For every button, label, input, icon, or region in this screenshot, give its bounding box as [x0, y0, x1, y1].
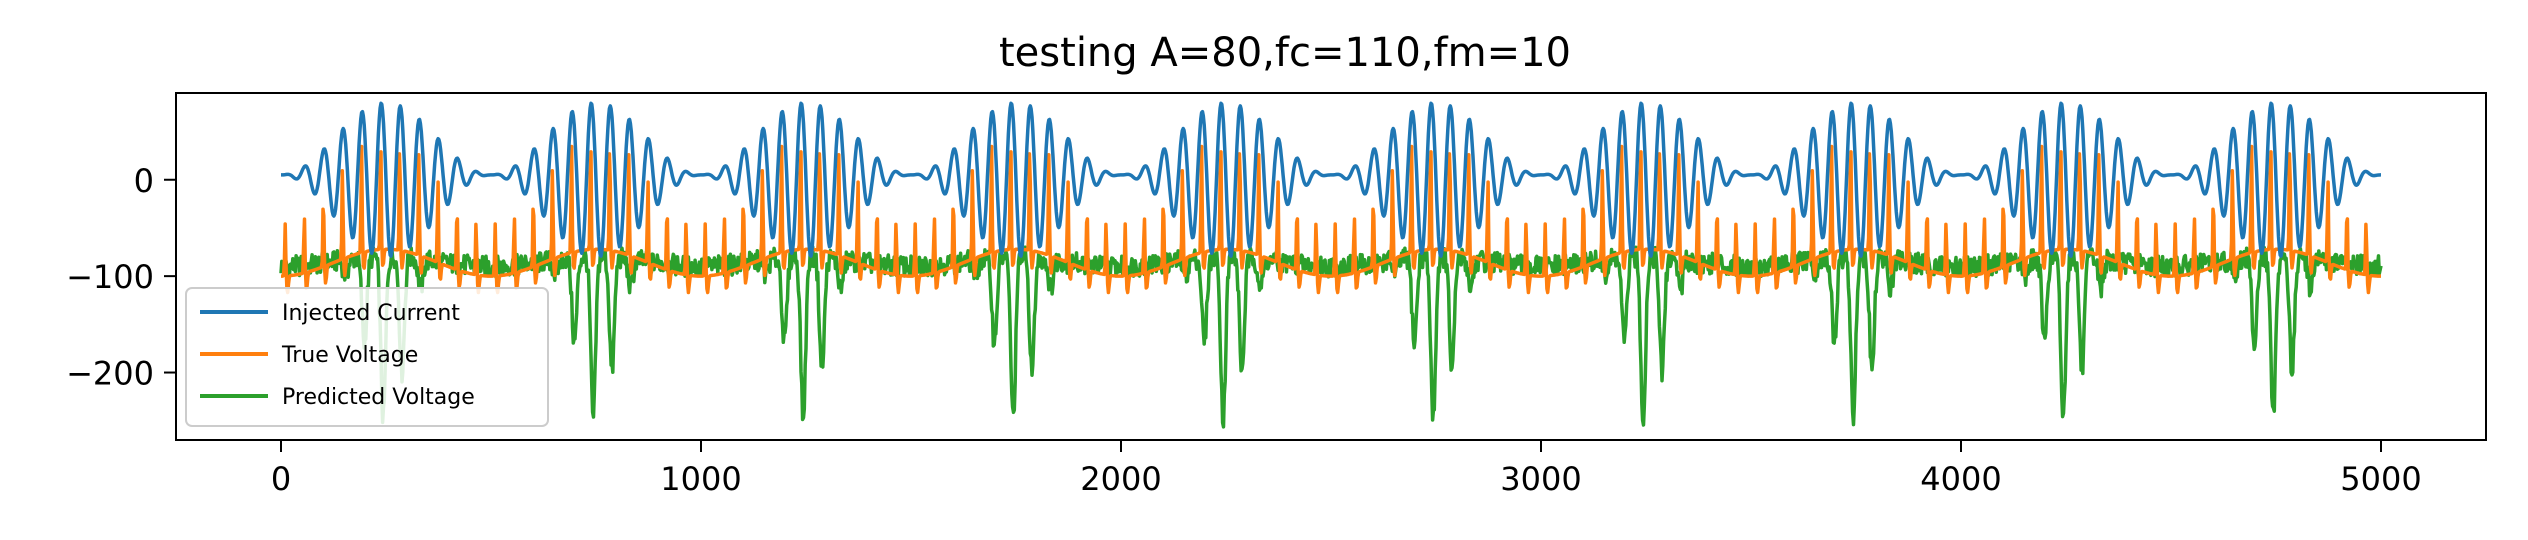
- y-tick-label: −200: [66, 355, 154, 393]
- y-tick-label: −100: [66, 258, 154, 296]
- x-axis-ticks: 0 1000 2000 3000 4000 5000: [271, 440, 2422, 498]
- legend-label-true-voltage: True Voltage: [281, 343, 418, 368]
- x-tick-label: 1000: [660, 460, 741, 498]
- plot-area: [175, 92, 2487, 441]
- y-tick-label: 0: [134, 162, 154, 200]
- legend-label-predicted-voltage: Predicted Voltage: [282, 385, 475, 410]
- series-predicted-voltage: [279, 245, 2383, 429]
- x-tick-label: 3000: [1500, 460, 1581, 498]
- series-injected-current: [280, 101, 2382, 258]
- chart-title: testing A=80,fc=110,fm=10: [999, 30, 1571, 76]
- axes-frame: [175, 92, 2487, 441]
- x-tick-label: 2000: [1080, 460, 1161, 498]
- legend-label-injected-current: Injected Current: [282, 301, 460, 326]
- series-layer: [279, 101, 2383, 429]
- legend: Injected Current True Voltage Predicted …: [185, 287, 549, 427]
- x-tick-label: 0: [271, 460, 291, 498]
- y-axis-ticks: 0 −100 −200: [66, 162, 176, 393]
- legend-frame: [185, 287, 549, 427]
- series-true-voltage: [280, 144, 2382, 295]
- x-tick-label: 5000: [2340, 460, 2421, 498]
- x-tick-label: 4000: [1920, 460, 2001, 498]
